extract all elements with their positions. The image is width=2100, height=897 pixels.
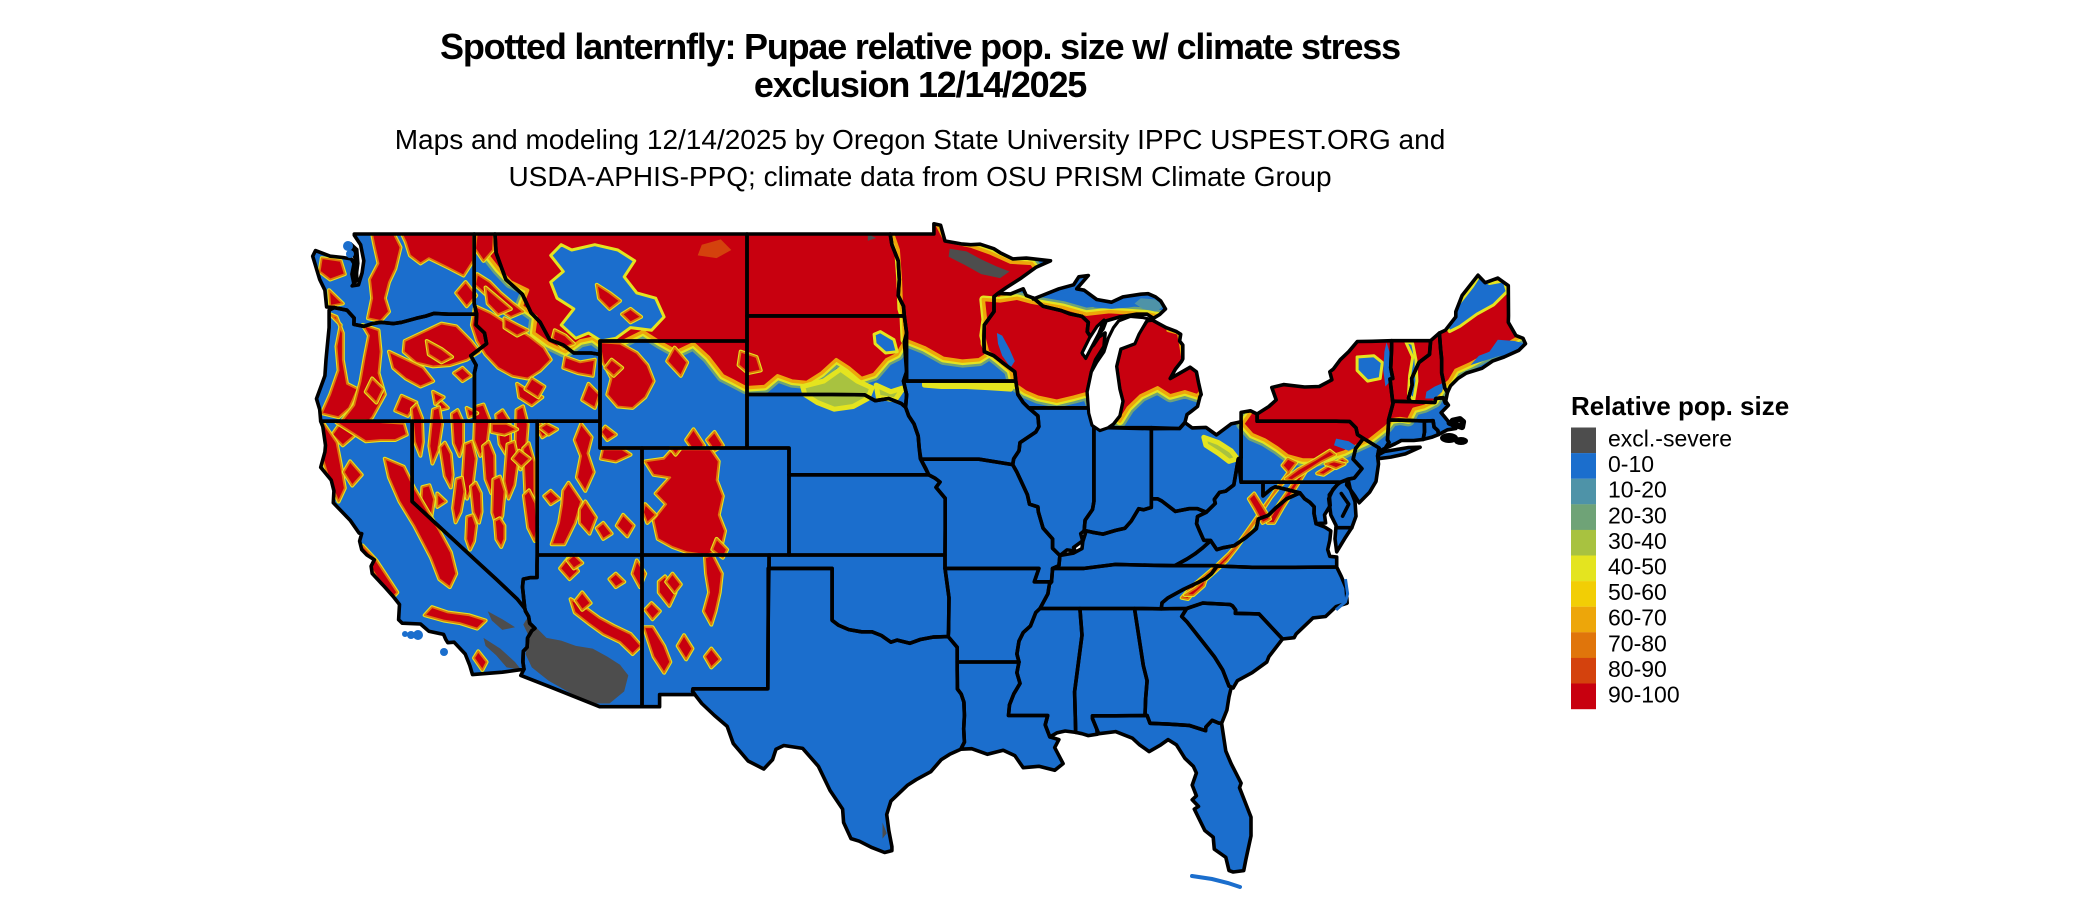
svg-text:Spotted lanternfly: Pupae rela: Spotted lanternfly: Pupae relative pop. …	[440, 26, 1400, 67]
svg-text:excl.-severe: excl.-severe	[1608, 426, 1732, 452]
svg-text:30-40: 30-40	[1608, 528, 1667, 554]
svg-text:80-90: 80-90	[1608, 656, 1667, 682]
svg-text:60-70: 60-70	[1608, 605, 1667, 631]
svg-text:40-50: 40-50	[1608, 554, 1667, 580]
svg-text:0-10: 0-10	[1608, 451, 1654, 477]
svg-text:90-100: 90-100	[1608, 682, 1680, 708]
svg-text:exclusion 12/14/2025: exclusion 12/14/2025	[754, 64, 1087, 105]
svg-text:70-80: 70-80	[1608, 630, 1667, 656]
svg-text:10-20: 10-20	[1608, 477, 1667, 503]
svg-text:Relative pop. size: Relative pop. size	[1571, 391, 1789, 421]
svg-text:USDA-APHIS-PPQ; climate data f: USDA-APHIS-PPQ; climate data from OSU PR…	[508, 161, 1331, 192]
svg-text:50-60: 50-60	[1608, 579, 1667, 605]
svg-text:20-30: 20-30	[1608, 502, 1667, 528]
svg-text:Maps and modeling 12/14/2025 b: Maps and modeling 12/14/2025 by Oregon S…	[395, 124, 1446, 155]
